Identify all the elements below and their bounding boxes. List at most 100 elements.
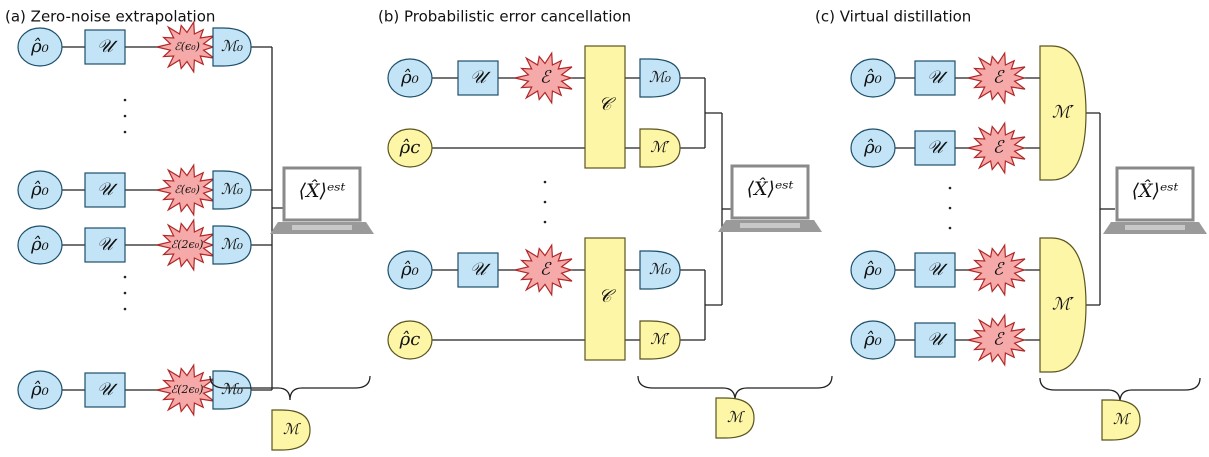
label: 𝒰 xyxy=(97,36,118,57)
label: ℰ(ϵ₀) xyxy=(174,183,200,196)
measurement xyxy=(212,27,252,67)
label: ℰ xyxy=(993,138,1005,158)
label: ℳ′ xyxy=(650,330,670,348)
label: 𝒰 xyxy=(927,137,948,158)
label: ρ̂₀ xyxy=(863,259,882,280)
label: ρ̂₀ xyxy=(30,36,49,57)
state xyxy=(850,58,896,98)
gate xyxy=(457,60,499,96)
label: ρ̂₀ xyxy=(863,329,882,350)
label: ρ̂₀ xyxy=(400,67,419,88)
measurement xyxy=(271,409,311,451)
gate xyxy=(457,252,499,288)
label: ℳ₀ xyxy=(221,235,243,253)
laptop-screen xyxy=(282,166,362,222)
label: 𝒰 xyxy=(97,179,118,200)
panel-title: (a) Zero-noise extrapolation xyxy=(5,8,215,26)
label: 𝒰 xyxy=(97,379,118,400)
brace xyxy=(209,375,371,401)
label: ρ̂₀ xyxy=(30,379,49,400)
state xyxy=(387,58,433,98)
gate xyxy=(914,252,956,288)
measurement xyxy=(639,250,681,290)
state xyxy=(850,320,896,360)
gate xyxy=(914,322,956,358)
ellipsis-dot xyxy=(948,186,952,190)
noise xyxy=(514,51,573,105)
label: ρ̂₀ xyxy=(30,179,49,200)
ellipsis-dot xyxy=(543,220,547,224)
ellipsis-dot xyxy=(123,275,127,279)
gate xyxy=(914,60,956,96)
label: 𝒰 xyxy=(470,67,491,88)
state xyxy=(850,128,896,168)
ellipsis-dot xyxy=(123,291,127,295)
label: ℰ xyxy=(993,260,1005,280)
gate xyxy=(84,29,126,65)
label: ℳ xyxy=(727,408,745,426)
label: ℳ₀ xyxy=(221,37,243,55)
label: ℰ xyxy=(993,330,1005,350)
measurement xyxy=(639,128,681,168)
brace xyxy=(637,375,833,401)
label: ℰ xyxy=(540,260,552,280)
label: ⟨X̂⟩ᵉˢᵗ xyxy=(747,178,794,200)
label: 𝒰 xyxy=(927,67,948,88)
panel-title: (c) Virtual distillation xyxy=(815,8,971,26)
state xyxy=(17,27,63,67)
label: ℳ′ xyxy=(1052,295,1074,315)
gate xyxy=(84,172,126,208)
noise xyxy=(156,20,215,74)
measurement xyxy=(212,170,252,210)
state xyxy=(387,250,433,290)
label: ℳ xyxy=(283,420,301,438)
gate xyxy=(84,227,126,263)
label: ℰ(ϵ₀) xyxy=(174,40,200,53)
noise xyxy=(967,243,1026,297)
noise xyxy=(156,163,215,217)
ellipsis-dot xyxy=(948,206,952,210)
label: ⟨X̂⟩ᵉˢᵗ xyxy=(299,180,346,202)
noise xyxy=(156,363,215,417)
measurement xyxy=(212,370,252,410)
ellipsis-dot xyxy=(123,98,127,102)
label: ℰ(2ϵ₀) xyxy=(171,383,204,396)
label: ρ̂c xyxy=(399,137,421,158)
label: ℳ′ xyxy=(650,138,670,156)
label: ρ̂c xyxy=(399,329,421,350)
measurement xyxy=(1039,45,1087,181)
brace xyxy=(1039,377,1201,403)
noise xyxy=(156,218,215,272)
state xyxy=(850,250,896,290)
label: ρ̂₀ xyxy=(863,67,882,88)
measurement xyxy=(715,397,755,439)
laptop-keys xyxy=(740,223,800,228)
label: 𝒰 xyxy=(927,259,948,280)
gate xyxy=(84,372,126,408)
laptop-screen xyxy=(1115,166,1195,222)
label: ℳ₀ xyxy=(221,380,243,398)
label: ℰ xyxy=(540,68,552,88)
ellipsis-dot xyxy=(543,200,547,204)
label: ρ̂₀ xyxy=(863,137,882,158)
ellipsis-dot xyxy=(123,307,127,311)
label: ⟨X̂⟩ᵉˢᵗ xyxy=(1132,180,1179,202)
laptop-screen xyxy=(730,164,810,220)
label: ℳ₀ xyxy=(221,180,243,198)
gate xyxy=(914,130,956,166)
noise xyxy=(967,313,1026,367)
label: ρ̂₀ xyxy=(30,234,49,255)
laptop-keys xyxy=(292,225,352,230)
ellipsis-dot xyxy=(123,130,127,134)
state xyxy=(17,225,63,265)
ellipsis-dot xyxy=(123,114,127,118)
measurement xyxy=(639,320,681,360)
laptop-keys xyxy=(1125,225,1185,230)
label: 𝒰 xyxy=(927,329,948,350)
label: ℰ xyxy=(993,68,1005,88)
state xyxy=(17,170,63,210)
label: ℳ xyxy=(1113,410,1131,428)
label: ℳ′ xyxy=(1052,103,1074,123)
ellipsis-dot xyxy=(543,180,547,184)
